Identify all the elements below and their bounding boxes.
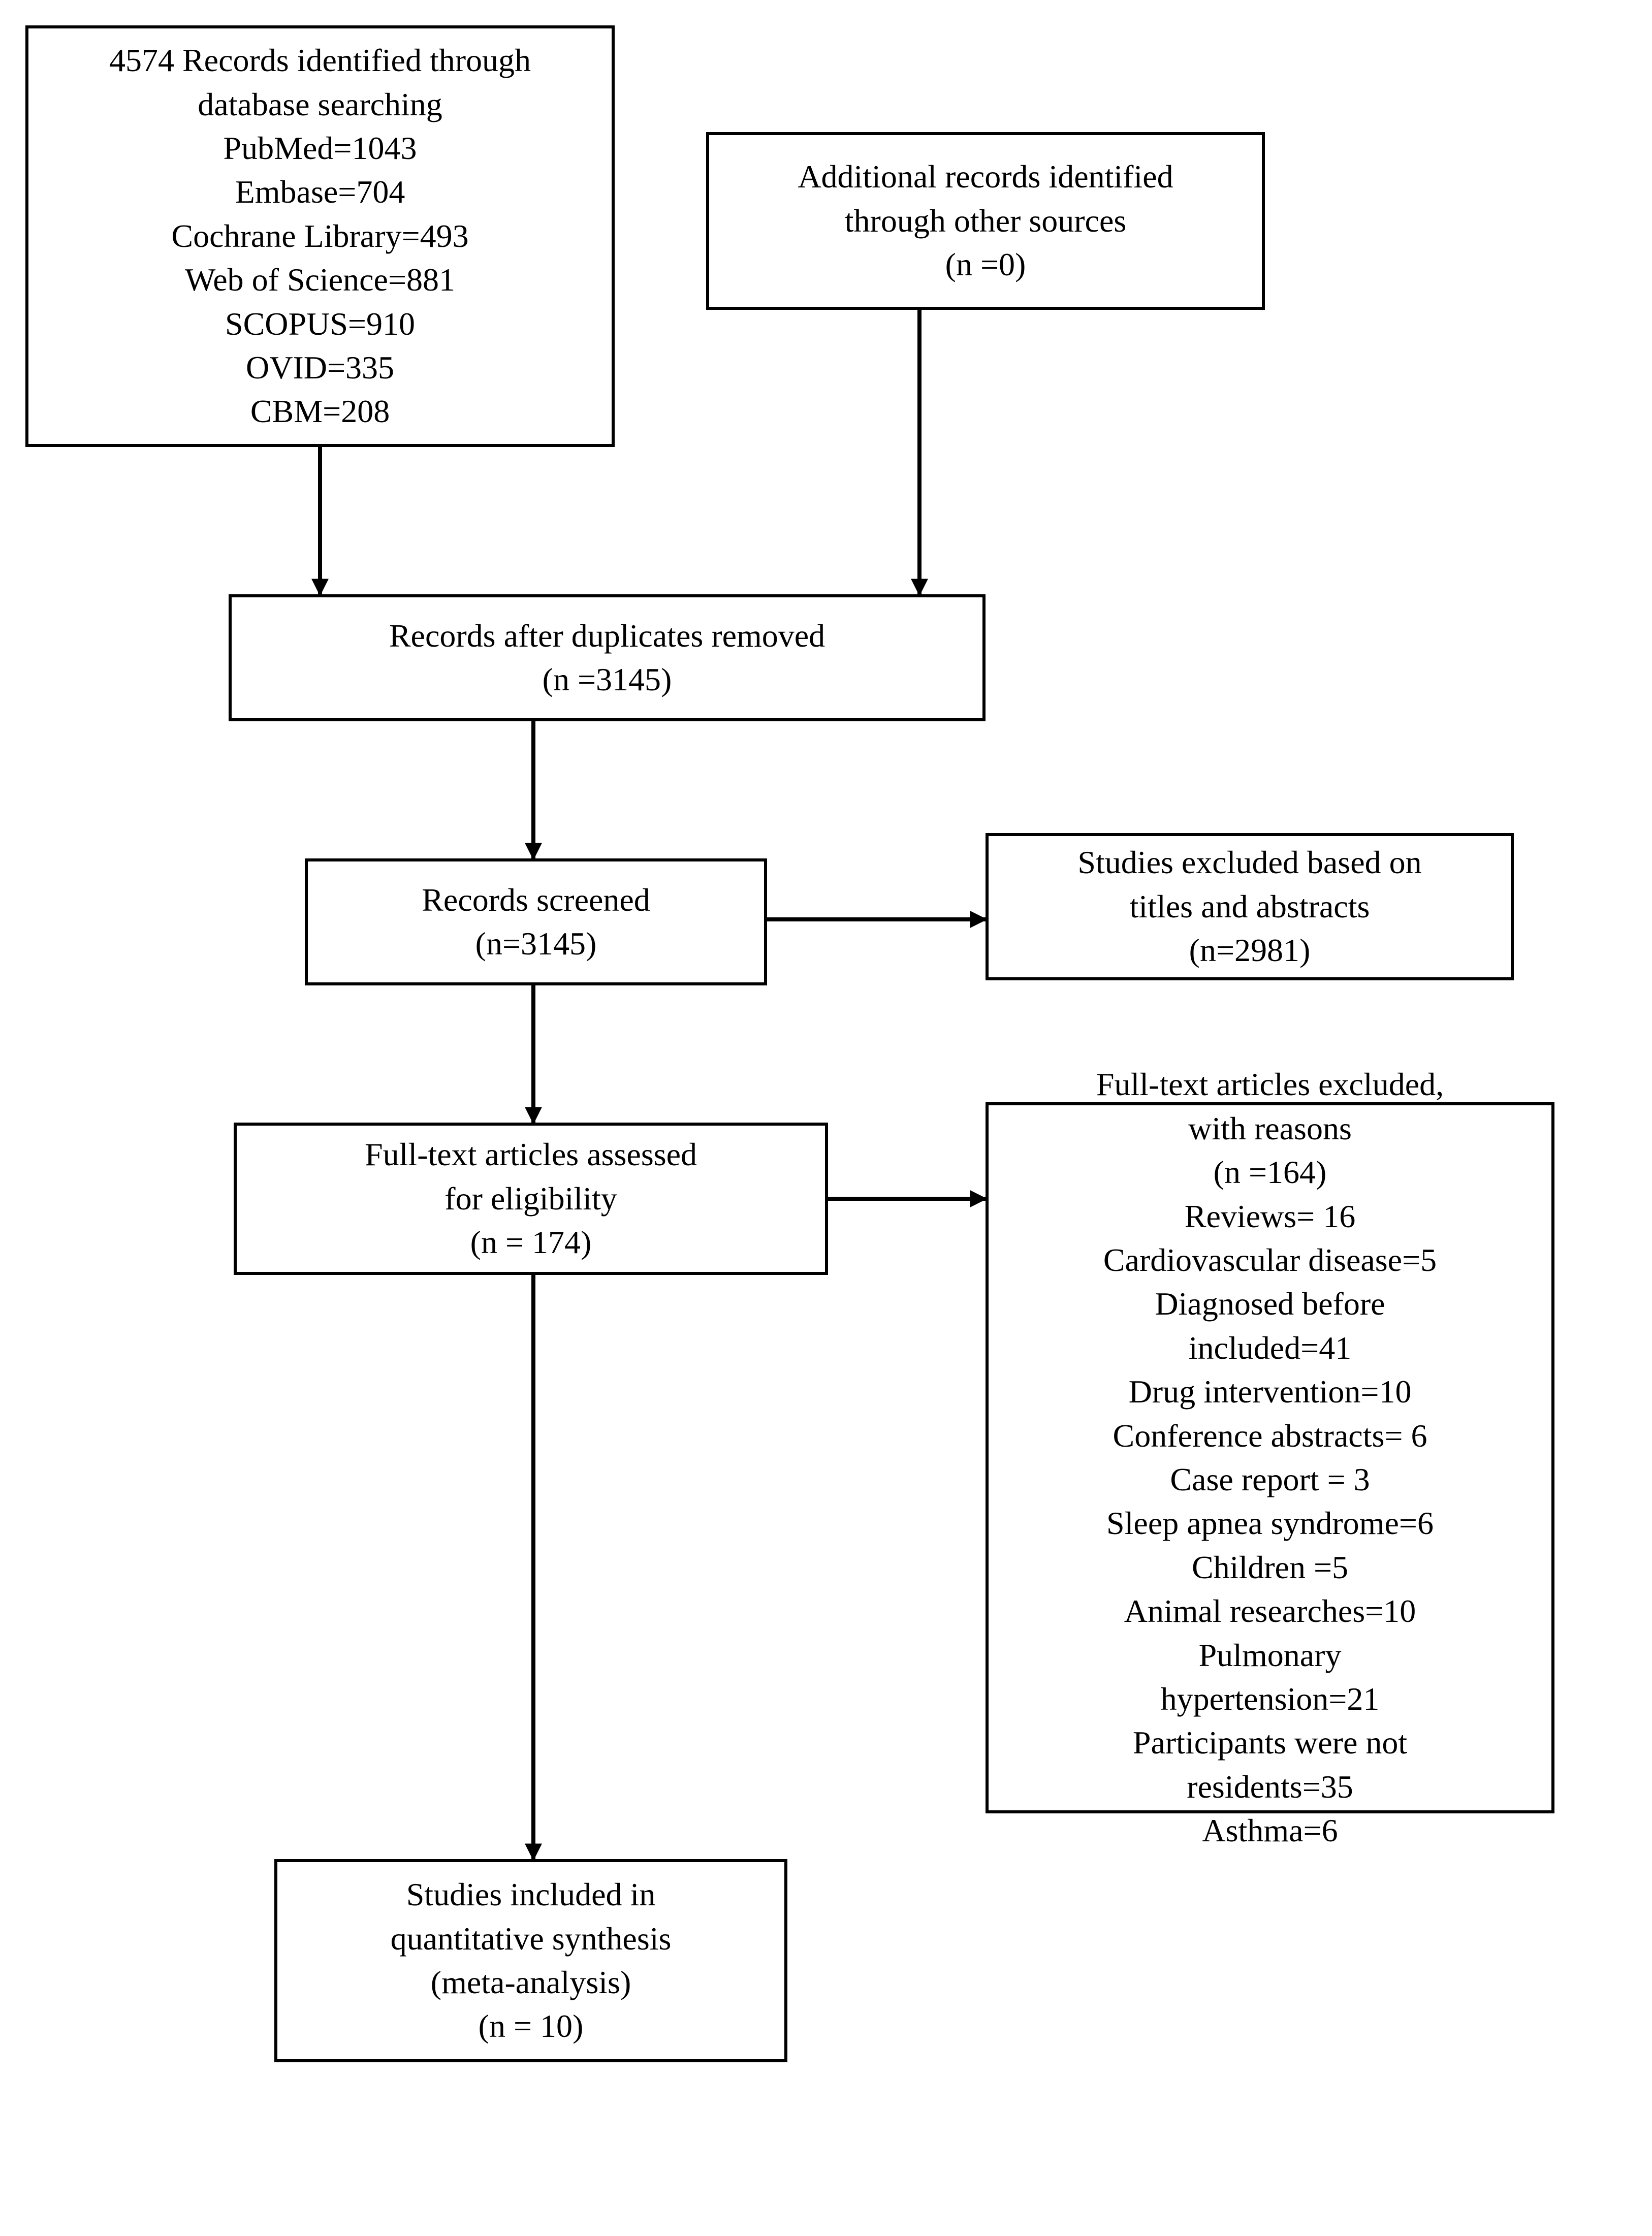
flow-node-excluded_fulltext: Full-text articles excluded, with reason… <box>986 1102 1554 1813</box>
flow-node-text: Additional records identified through ot… <box>798 155 1173 286</box>
flow-node-text: Studies included in quantitative synthes… <box>391 1873 672 2049</box>
prisma-flowchart: 4574 Records identified through database… <box>20 20 1632 2216</box>
flow-node-text: Studies excluded based on titles and abs… <box>1077 841 1421 972</box>
flow-node-included: Studies included in quantitative synthes… <box>274 1859 787 2062</box>
flow-node-identification_other: Additional records identified through ot… <box>706 132 1265 310</box>
flow-node-screened: Records screened (n=3145) <box>305 858 767 985</box>
flow-node-fulltext: Full-text articles assessed for eligibil… <box>234 1123 828 1275</box>
flow-node-dedup: Records after duplicates removed (n =314… <box>229 594 986 721</box>
flow-node-identification_db: 4574 Records identified through database… <box>25 25 615 447</box>
flow-node-text: Records screened (n=3145) <box>422 878 650 966</box>
flow-node-text: Records after duplicates removed (n =314… <box>389 614 825 702</box>
flow-node-excluded_screen: Studies excluded based on titles and abs… <box>986 833 1514 980</box>
flow-node-text: 4574 Records identified through database… <box>109 39 531 434</box>
flow-node-text: Full-text articles excluded, with reason… <box>1096 1063 1444 1852</box>
flow-node-text: Full-text articles assessed for eligibil… <box>365 1133 697 1264</box>
